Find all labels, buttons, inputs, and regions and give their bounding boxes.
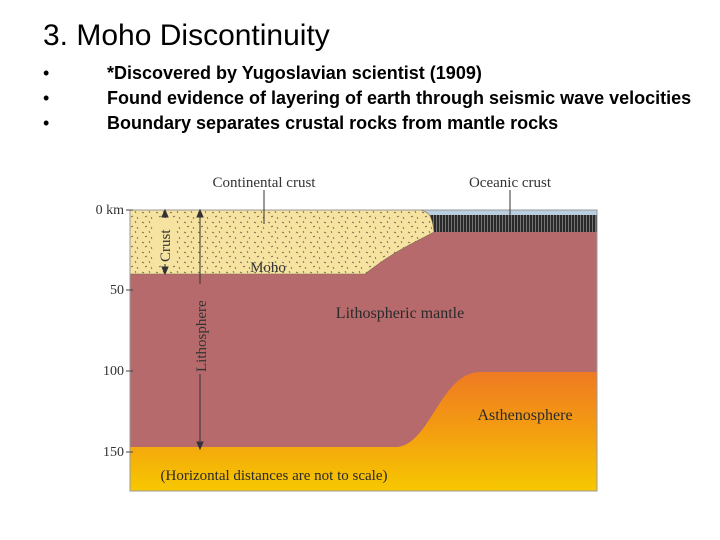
moho-label: Moho: [250, 260, 286, 276]
bullet-text: Boundary separates crustal rocks from ma…: [107, 113, 559, 133]
bullet-marker: •: [43, 63, 50, 83]
lithospheric-mantle-label: Lithospheric mantle: [336, 305, 464, 322]
depth-tick-label: 100: [103, 364, 124, 379]
lithospheric-mantle-layer: [130, 232, 597, 447]
bullet-item: • *Discovered by Yugoslavian scientist (…: [43, 62, 703, 84]
depth-tick-label: 150: [103, 445, 124, 460]
lithosphere-label-bg: [190, 284, 212, 374]
continental-crust-layer: [129, 209, 435, 275]
slide-title: 3. Moho Discontinuity: [43, 19, 330, 52]
lithosphere-arrow-up-icon: [196, 208, 204, 218]
crust-arrow-down-icon: [161, 266, 169, 276]
scale-note: (Horizontal distances are not to scale): [161, 468, 388, 484]
oceanic-crust-label: Oceanic crust: [469, 175, 552, 191]
ocean-water: [420, 210, 597, 215]
bullet-marker: •: [43, 113, 50, 133]
oceanic-crust-layer: [430, 215, 597, 232]
lithosphere-label: Lithosphere: [194, 300, 210, 372]
bullet-marker: •: [43, 88, 50, 108]
lithosphere-arrow-down-icon: [196, 441, 204, 451]
bullet-text: *Discovered by Yugoslavian scientist (19…: [107, 63, 482, 83]
asthenosphere-label: Asthenosphere: [477, 407, 572, 424]
crust-arrow-up-icon: [161, 208, 169, 218]
diagram-border: [129, 209, 598, 492]
depth-tick-label: 50: [110, 283, 124, 298]
continental-crust-label: Continental crust: [213, 175, 317, 191]
bullet-item: • Boundary separates crustal rocks from …: [43, 112, 703, 134]
depth-tick-label: 0 km: [96, 203, 125, 218]
bullet-text: Found evidence of layering of earth thro…: [107, 88, 692, 108]
crust-label-bg: [154, 218, 176, 264]
bullet-item: • Found evidence of layering of earth th…: [43, 87, 703, 109]
crust-label: Crust: [158, 229, 174, 262]
asthenosphere-layer: [130, 372, 597, 491]
bullet-list: • *Discovered by Yugoslavian scientist (…: [43, 62, 703, 137]
